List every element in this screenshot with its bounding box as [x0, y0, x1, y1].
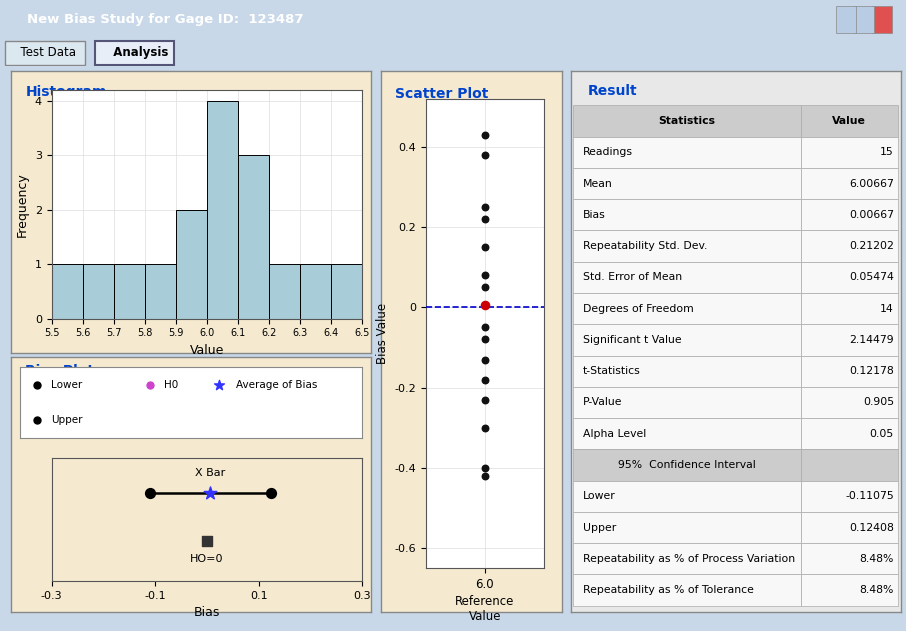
- Point: [477, 270, 492, 280]
- Text: Result: Result: [587, 84, 637, 98]
- Text: Analysis: Analysis: [105, 45, 169, 59]
- Bar: [114, 264, 145, 319]
- Point: [477, 242, 492, 252]
- Point: [30, 380, 44, 390]
- Bar: [269, 264, 300, 319]
- X-axis label: Value: Value: [190, 344, 224, 357]
- FancyBboxPatch shape: [95, 41, 174, 65]
- Point: [477, 215, 492, 225]
- Text: Scatter Plot: Scatter Plot: [395, 87, 488, 101]
- Point: [142, 488, 157, 498]
- Point: [30, 415, 44, 425]
- Text: Histogram: Histogram: [25, 85, 107, 99]
- FancyBboxPatch shape: [872, 6, 892, 33]
- Bar: [207, 100, 238, 319]
- FancyBboxPatch shape: [854, 6, 874, 33]
- Point: [477, 130, 492, 140]
- FancyBboxPatch shape: [836, 6, 856, 33]
- Point: [477, 375, 492, 385]
- Point: [264, 488, 278, 498]
- Bar: [238, 155, 269, 319]
- Text: New Bias Study for Gage ID:  123487: New Bias Study for Gage ID: 123487: [27, 13, 304, 26]
- Y-axis label: Bias Value: Bias Value: [376, 303, 389, 364]
- Y-axis label: Frequency: Frequency: [16, 172, 29, 237]
- Point: [477, 300, 492, 310]
- Point: [477, 282, 492, 292]
- FancyBboxPatch shape: [5, 41, 85, 65]
- Point: [211, 380, 226, 390]
- Bar: [52, 264, 82, 319]
- Bar: [82, 264, 114, 319]
- Point: [477, 334, 492, 345]
- Text: Upper: Upper: [51, 415, 82, 425]
- Point: [477, 394, 492, 404]
- Point: [477, 202, 492, 212]
- Point: [143, 380, 158, 390]
- Point: [477, 355, 492, 365]
- X-axis label: Bias: Bias: [194, 606, 220, 619]
- Point: [203, 488, 217, 498]
- Text: H0: H0: [164, 380, 178, 389]
- Bar: [176, 209, 207, 319]
- Text: HO=0: HO=0: [190, 553, 224, 563]
- X-axis label: Reference
Value: Reference Value: [455, 595, 515, 623]
- Point: [477, 463, 492, 473]
- Bar: [145, 264, 176, 319]
- Bar: [300, 264, 332, 319]
- Text: X Bar: X Bar: [196, 468, 226, 478]
- Point: [199, 536, 214, 546]
- Text: Lower: Lower: [51, 380, 82, 389]
- Bar: [332, 264, 362, 319]
- Point: [477, 471, 492, 481]
- Text: Bias Plot: Bias Plot: [25, 364, 94, 378]
- Point: [477, 150, 492, 160]
- Point: [477, 423, 492, 433]
- Text: Test Data: Test Data: [14, 45, 76, 59]
- Text: Average of Bias: Average of Bias: [236, 380, 317, 389]
- Point: [477, 322, 492, 333]
